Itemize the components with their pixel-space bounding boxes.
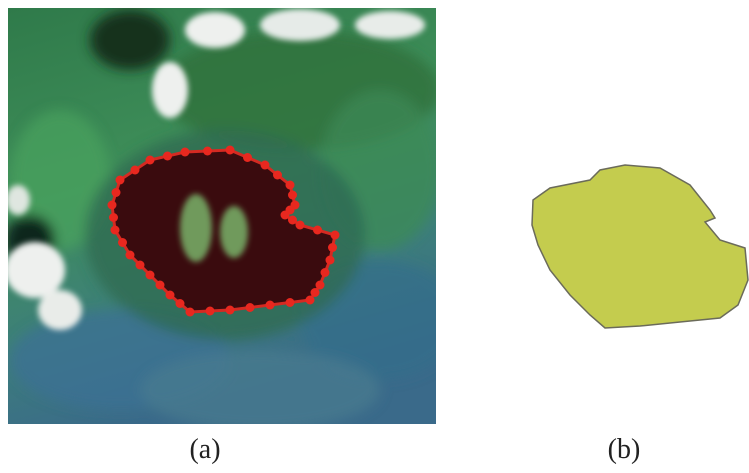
panel-label: (b) [608,434,641,465]
vertex-marker [112,188,121,197]
vertex-marker [206,307,215,316]
vertex-marker [203,147,212,156]
vertex-marker [226,306,235,315]
vertex-marker [246,303,255,312]
figure: (a) (b) [0,0,749,473]
vertex-marker [281,211,290,220]
extracted-polygon [532,165,748,328]
vertex-marker [273,171,282,180]
vertex-marker [243,153,252,162]
vertex-marker [321,268,330,277]
vertex-marker [316,281,325,290]
vertex-marker [146,156,155,165]
panel-label: (a) [189,434,220,465]
vertex-marker [186,308,195,317]
vertex-marker [166,291,175,300]
vertex-marker [288,216,297,225]
vertex-marker [296,221,305,230]
satellite-image [5,8,460,430]
vertex-marker [286,181,295,190]
vertex-marker [156,281,165,290]
vertex-marker [286,298,295,307]
vertex-marker [136,261,145,270]
vertex-marker [146,271,155,280]
vertex-marker [266,301,275,310]
vertex-marker [131,166,140,175]
vertex-marker [328,243,337,252]
vertex-marker [116,176,125,185]
vertex-marker [126,251,135,260]
vertex-marker [181,148,190,157]
vertex-marker [109,213,118,222]
vertex-marker [311,288,320,297]
vertex-marker [326,256,335,265]
vertex-marker [111,226,120,235]
vertex-marker [108,201,117,210]
vertex-marker [118,238,127,247]
vertex-marker [313,226,322,235]
vertex-marker [176,299,185,308]
vertex-marker [226,146,235,155]
vertex-marker [331,231,340,240]
vertex-marker [306,296,315,305]
vertex-marker [288,191,297,200]
vertex-marker [261,161,270,170]
vertex-marker [163,152,172,161]
